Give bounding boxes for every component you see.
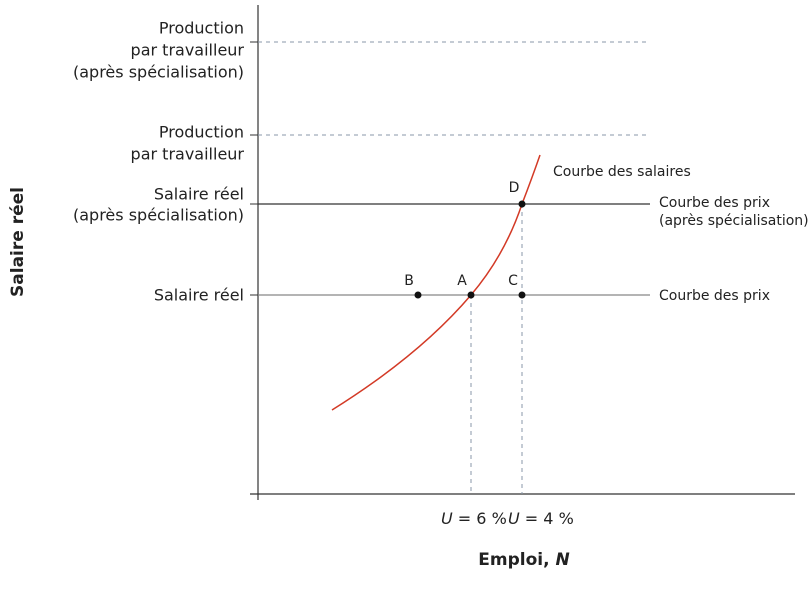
curve-label: Courbe des prix <box>659 288 770 304</box>
x-label-text: = 4 % <box>520 509 574 528</box>
x-label-variable: U <box>441 509 453 528</box>
y-label: (après spécialisation) <box>73 206 244 225</box>
x-axis-title-text: Emploi, <box>478 550 555 570</box>
point-label: C <box>508 273 518 289</box>
y-label: (après spécialisation) <box>73 63 244 82</box>
curve-label: (après spécialisation) <box>659 213 809 229</box>
y-label: Salaire réel <box>154 185 244 204</box>
y-label: par travailleur <box>131 41 245 60</box>
y-labels: Production par travailleur (après spécia… <box>73 19 244 305</box>
x-label-variable: U <box>508 509 520 528</box>
points <box>414 200 526 299</box>
wage-curve <box>331 154 541 411</box>
point-d <box>518 200 526 208</box>
y-label: par travailleur <box>131 145 245 164</box>
point-label: B <box>404 273 414 289</box>
point-label: D <box>509 180 520 196</box>
y-label: Production <box>159 123 244 142</box>
x-axis-variable: N <box>555 550 569 570</box>
x-label: U = 4 % <box>508 509 574 528</box>
y-ticks <box>250 41 258 296</box>
y-label: Salaire réel <box>154 286 244 305</box>
x-label: U = 6 % <box>441 509 507 528</box>
curve-label: Courbe des salaires <box>553 164 691 180</box>
x-label-text: = 6 % <box>453 509 507 528</box>
point-b <box>414 291 422 299</box>
point-label: A <box>457 273 467 289</box>
y-label: Production <box>159 19 244 38</box>
y-axis-title: Salaire réel <box>8 187 28 297</box>
point-c <box>518 291 526 299</box>
curve-label: Courbe des prix <box>659 195 770 211</box>
x-axis-title: Emploi, N <box>478 550 569 570</box>
point-a <box>467 291 475 299</box>
